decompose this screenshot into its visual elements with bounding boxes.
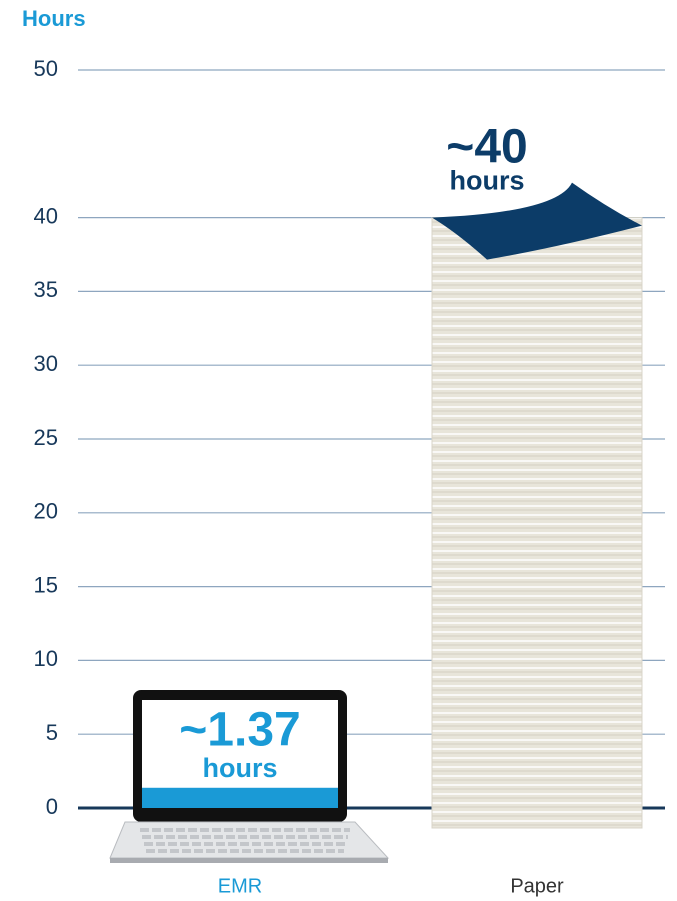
x-tick-label: EMR bbox=[218, 875, 262, 897]
y-tick-label: 25 bbox=[34, 425, 58, 450]
value-label: ~1.37 bbox=[179, 704, 300, 757]
y-tick-label: 30 bbox=[34, 351, 58, 376]
bar bbox=[431, 217, 643, 829]
value-unit: hours bbox=[202, 753, 277, 783]
y-tick-label: 35 bbox=[34, 277, 58, 302]
y-tick-label: 5 bbox=[46, 720, 58, 745]
laptop-front bbox=[110, 858, 388, 863]
x-tick-label: Paper bbox=[510, 875, 564, 897]
stack-top bbox=[432, 182, 642, 260]
y-tick-label: 15 bbox=[34, 572, 58, 597]
y-tick-label: 0 bbox=[46, 794, 58, 819]
axis-title: Hours bbox=[22, 6, 86, 31]
y-tick-label: 10 bbox=[34, 646, 58, 671]
y-tick-label: 20 bbox=[34, 499, 58, 524]
bar bbox=[142, 787, 338, 808]
value-unit: hours bbox=[449, 166, 524, 196]
y-tick-label: 50 bbox=[34, 56, 58, 81]
y-tick-label: 40 bbox=[34, 203, 58, 228]
value-label: ~40 bbox=[446, 120, 527, 173]
